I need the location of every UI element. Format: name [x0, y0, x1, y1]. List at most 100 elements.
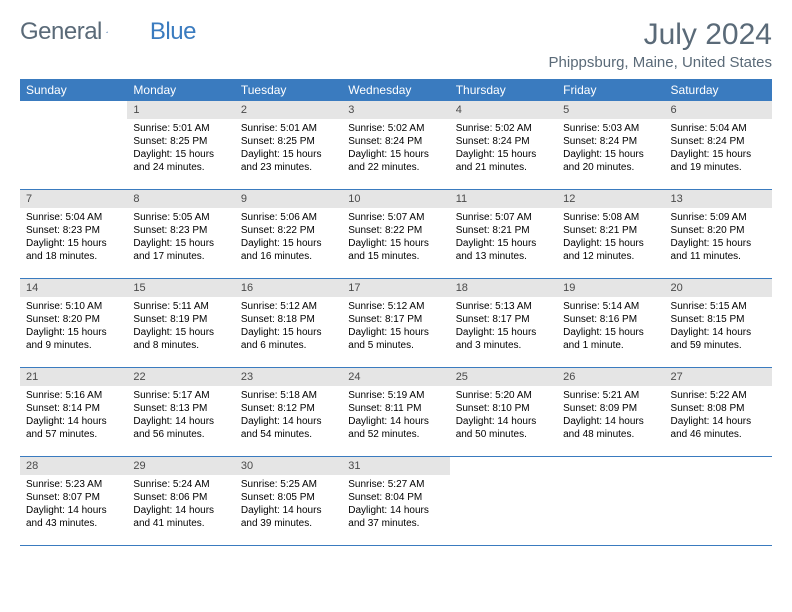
day-content: Sunrise: 5:21 AMSunset: 8:09 PMDaylight:…	[557, 386, 664, 447]
day-sunrise: Sunrise: 5:19 AM	[348, 389, 443, 402]
day-header-row: SundayMondayTuesdayWednesdayThursdayFrid…	[20, 79, 772, 101]
day-sunrise: Sunrise: 5:04 AM	[26, 211, 121, 224]
day-cell: 31Sunrise: 5:27 AMSunset: 8:04 PMDayligh…	[342, 457, 449, 545]
day-cell: 27Sunrise: 5:22 AMSunset: 8:08 PMDayligh…	[665, 368, 772, 456]
day-number: 28	[20, 457, 127, 475]
day-cell: 30Sunrise: 5:25 AMSunset: 8:05 PMDayligh…	[235, 457, 342, 545]
day-content: Sunrise: 5:12 AMSunset: 8:18 PMDaylight:…	[235, 297, 342, 358]
day-dl1: Daylight: 15 hours	[133, 237, 228, 250]
day-number: 21	[20, 368, 127, 386]
day-number: 13	[665, 190, 772, 208]
day-cell: 18Sunrise: 5:13 AMSunset: 8:17 PMDayligh…	[450, 279, 557, 367]
day-content: Sunrise: 5:14 AMSunset: 8:16 PMDaylight:…	[557, 297, 664, 358]
day-sunset: Sunset: 8:24 PM	[456, 135, 551, 148]
day-cell: 11Sunrise: 5:07 AMSunset: 8:21 PMDayligh…	[450, 190, 557, 278]
day-number: 1	[127, 101, 234, 119]
day-sunrise: Sunrise: 5:06 AM	[241, 211, 336, 224]
day-sunrise: Sunrise: 5:24 AM	[133, 478, 228, 491]
day-content: Sunrise: 5:11 AMSunset: 8:19 PMDaylight:…	[127, 297, 234, 358]
day-sunset: Sunset: 8:07 PM	[26, 491, 121, 504]
day-number: 16	[235, 279, 342, 297]
day-dl2: and 21 minutes.	[456, 161, 551, 174]
day-dl1: Daylight: 14 hours	[348, 415, 443, 428]
day-header-cell: Tuesday	[235, 79, 342, 101]
day-content: Sunrise: 5:18 AMSunset: 8:12 PMDaylight:…	[235, 386, 342, 447]
day-number: 6	[665, 101, 772, 119]
day-dl1: Daylight: 15 hours	[671, 237, 766, 250]
day-dl2: and 37 minutes.	[348, 517, 443, 530]
day-number: 29	[127, 457, 234, 475]
day-content: Sunrise: 5:22 AMSunset: 8:08 PMDaylight:…	[665, 386, 772, 447]
day-cell: 24Sunrise: 5:19 AMSunset: 8:11 PMDayligh…	[342, 368, 449, 456]
day-dl1: Daylight: 15 hours	[241, 148, 336, 161]
day-cell	[20, 101, 127, 189]
day-dl2: and 1 minute.	[563, 339, 658, 352]
day-cell: 20Sunrise: 5:15 AMSunset: 8:15 PMDayligh…	[665, 279, 772, 367]
day-dl1: Daylight: 15 hours	[348, 148, 443, 161]
day-number: 11	[450, 190, 557, 208]
day-content: Sunrise: 5:09 AMSunset: 8:20 PMDaylight:…	[665, 208, 772, 269]
day-dl2: and 6 minutes.	[241, 339, 336, 352]
day-dl2: and 11 minutes.	[671, 250, 766, 263]
logo-text-general: General	[20, 18, 102, 46]
day-content: Sunrise: 5:01 AMSunset: 8:25 PMDaylight:…	[127, 119, 234, 180]
day-dl1: Daylight: 15 hours	[133, 148, 228, 161]
day-header-cell: Wednesday	[342, 79, 449, 101]
day-number: 19	[557, 279, 664, 297]
day-sunrise: Sunrise: 5:02 AM	[456, 122, 551, 135]
day-sunset: Sunset: 8:24 PM	[348, 135, 443, 148]
day-sunrise: Sunrise: 5:18 AM	[241, 389, 336, 402]
day-sunset: Sunset: 8:08 PM	[671, 402, 766, 415]
day-sunrise: Sunrise: 5:23 AM	[26, 478, 121, 491]
day-sunset: Sunset: 8:04 PM	[348, 491, 443, 504]
day-cell: 7Sunrise: 5:04 AMSunset: 8:23 PMDaylight…	[20, 190, 127, 278]
day-number: 17	[342, 279, 449, 297]
day-content: Sunrise: 5:17 AMSunset: 8:13 PMDaylight:…	[127, 386, 234, 447]
day-number: 30	[235, 457, 342, 475]
day-dl1: Daylight: 15 hours	[241, 237, 336, 250]
day-sunrise: Sunrise: 5:03 AM	[563, 122, 658, 135]
day-sunrise: Sunrise: 5:07 AM	[456, 211, 551, 224]
day-cell	[450, 457, 557, 545]
day-sunrise: Sunrise: 5:27 AM	[348, 478, 443, 491]
day-sunrise: Sunrise: 5:25 AM	[241, 478, 336, 491]
day-sunset: Sunset: 8:15 PM	[671, 313, 766, 326]
day-content: Sunrise: 5:01 AMSunset: 8:25 PMDaylight:…	[235, 119, 342, 180]
day-sunrise: Sunrise: 5:09 AM	[671, 211, 766, 224]
day-content: Sunrise: 5:15 AMSunset: 8:15 PMDaylight:…	[665, 297, 772, 358]
day-cell: 5Sunrise: 5:03 AMSunset: 8:24 PMDaylight…	[557, 101, 664, 189]
day-content: Sunrise: 5:06 AMSunset: 8:22 PMDaylight:…	[235, 208, 342, 269]
day-dl2: and 52 minutes.	[348, 428, 443, 441]
day-cell: 29Sunrise: 5:24 AMSunset: 8:06 PMDayligh…	[127, 457, 234, 545]
day-dl1: Daylight: 15 hours	[241, 326, 336, 339]
day-sunset: Sunset: 8:22 PM	[348, 224, 443, 237]
day-number: 14	[20, 279, 127, 297]
day-cell: 8Sunrise: 5:05 AMSunset: 8:23 PMDaylight…	[127, 190, 234, 278]
day-cell: 12Sunrise: 5:08 AMSunset: 8:21 PMDayligh…	[557, 190, 664, 278]
day-content: Sunrise: 5:12 AMSunset: 8:17 PMDaylight:…	[342, 297, 449, 358]
day-number: 20	[665, 279, 772, 297]
day-content: Sunrise: 5:19 AMSunset: 8:11 PMDaylight:…	[342, 386, 449, 447]
day-number: 3	[342, 101, 449, 119]
day-dl2: and 5 minutes.	[348, 339, 443, 352]
day-dl2: and 9 minutes.	[26, 339, 121, 352]
day-content: Sunrise: 5:25 AMSunset: 8:05 PMDaylight:…	[235, 475, 342, 536]
day-dl1: Daylight: 15 hours	[563, 237, 658, 250]
day-sunset: Sunset: 8:23 PM	[26, 224, 121, 237]
day-sunrise: Sunrise: 5:12 AM	[241, 300, 336, 313]
day-content: Sunrise: 5:16 AMSunset: 8:14 PMDaylight:…	[20, 386, 127, 447]
day-header-cell: Monday	[127, 79, 234, 101]
day-content: Sunrise: 5:04 AMSunset: 8:24 PMDaylight:…	[665, 119, 772, 180]
day-dl1: Daylight: 14 hours	[133, 415, 228, 428]
day-dl2: and 12 minutes.	[563, 250, 658, 263]
day-header-cell: Thursday	[450, 79, 557, 101]
day-dl2: and 16 minutes.	[241, 250, 336, 263]
calendar: SundayMondayTuesdayWednesdayThursdayFrid…	[20, 79, 772, 546]
day-dl1: Daylight: 14 hours	[241, 504, 336, 517]
day-sunrise: Sunrise: 5:11 AM	[133, 300, 228, 313]
header: General Blue July 2024 Phippsburg, Maine…	[20, 18, 772, 71]
day-dl2: and 50 minutes.	[456, 428, 551, 441]
day-dl2: and 43 minutes.	[26, 517, 121, 530]
logo: General Blue	[20, 18, 196, 46]
day-sunset: Sunset: 8:22 PM	[241, 224, 336, 237]
